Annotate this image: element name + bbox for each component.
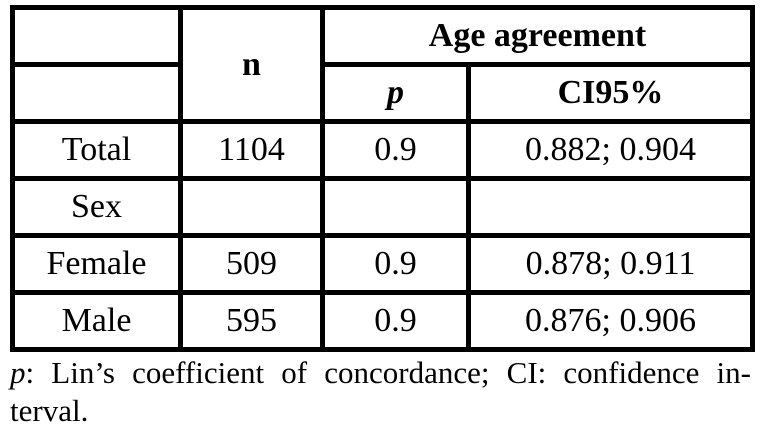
row-label-cell: Total bbox=[10, 119, 183, 181]
row-label-cell: Male bbox=[10, 290, 183, 352]
p-value-cell: 0.9 bbox=[320, 233, 471, 295]
ci-value-cell: 0.878; 0.911 bbox=[465, 233, 756, 295]
row-label-cell: Female bbox=[10, 233, 183, 295]
header-row-1: n Age agreement bbox=[10, 5, 756, 124]
row-label-cell: Sex bbox=[10, 176, 183, 238]
corner-blank-top-cell bbox=[10, 5, 183, 67]
n-value-cell: 595 bbox=[178, 290, 325, 352]
table-row-sex: Sex bbox=[10, 176, 756, 238]
ci-value-cell: 0.882; 0.904 bbox=[465, 119, 756, 181]
footnote-line-1-text: : Lin’s coefficient of concordance; CI: … bbox=[25, 355, 752, 390]
header-row-2: p CI95% bbox=[10, 62, 756, 124]
ci-value-cell bbox=[465, 176, 756, 238]
table-row-female: Female 509 0.9 0.878; 0.911 bbox=[10, 233, 756, 295]
n-value-cell: 509 bbox=[178, 233, 325, 295]
table-row-total: Total 1104 0.9 0.882; 0.904 bbox=[10, 119, 756, 181]
p-value-cell: 0.9 bbox=[320, 119, 471, 181]
table-footnote: p: Lin’s coefficient of concordance; CI:… bbox=[10, 354, 751, 430]
footnote-line-1: p: Lin’s coefficient of concordance; CI:… bbox=[10, 354, 751, 392]
group-header-age-agreement: Age agreement bbox=[319, 5, 756, 67]
footnote-p-symbol: p bbox=[10, 355, 26, 390]
p-value-cell: 0.9 bbox=[320, 290, 471, 352]
column-header-ci95: CI95% bbox=[465, 62, 756, 124]
table-row-male: Male 595 0.9 0.876; 0.906 bbox=[10, 290, 756, 352]
age-agreement-table: n Age agreement p CI95% Total 1104 0.9 0… bbox=[10, 5, 756, 352]
n-value-cell: 1104 bbox=[178, 119, 325, 181]
ci-value-cell: 0.876; 0.906 bbox=[465, 290, 756, 352]
corner-blank-bottom-cell bbox=[10, 62, 183, 124]
column-header-p: p bbox=[320, 62, 471, 124]
footnote-line-2: terval. bbox=[10, 393, 89, 428]
n-value-cell bbox=[178, 176, 325, 238]
column-header-n: n bbox=[178, 5, 325, 124]
p-value-cell bbox=[320, 176, 471, 238]
